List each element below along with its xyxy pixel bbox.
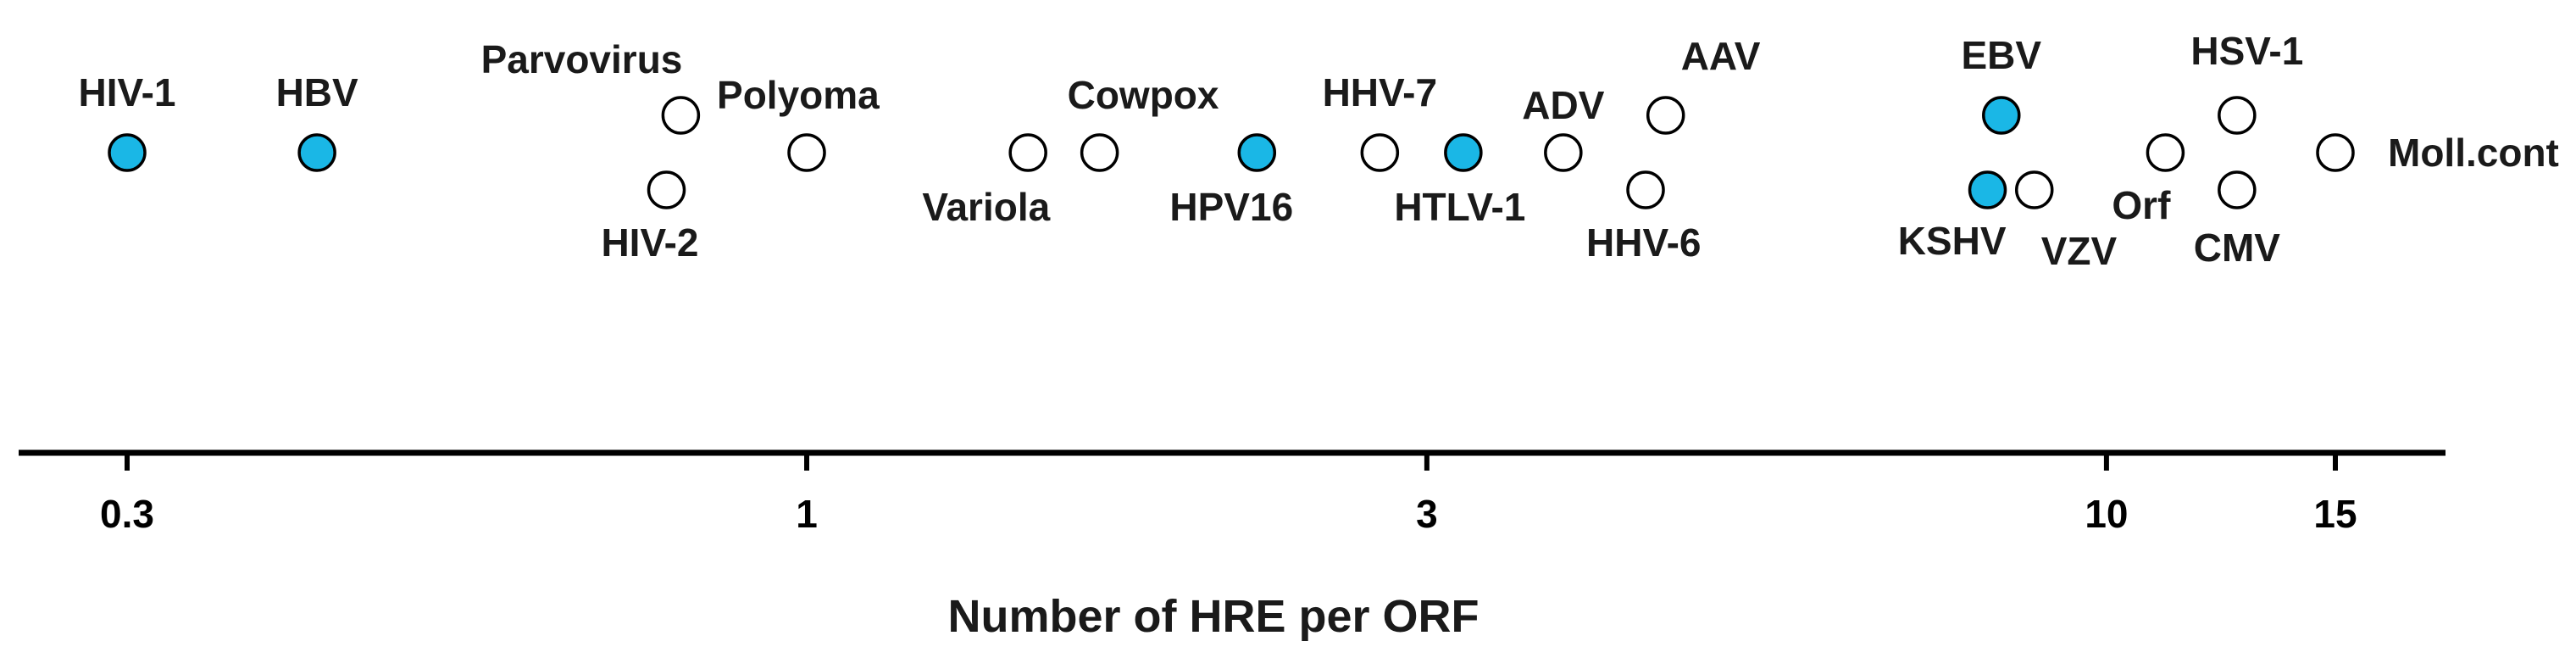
point-hsv-1 bbox=[2218, 96, 2257, 135]
point-vzv bbox=[2014, 170, 2054, 209]
point-label-polyoma: Polyoma bbox=[717, 73, 880, 117]
x-tick-label-10: 10 bbox=[2085, 492, 2128, 536]
point-label-ebv: EBV bbox=[1961, 33, 2041, 77]
point-parvovirus bbox=[661, 96, 701, 135]
point-label-hhv-6: HHV-6 bbox=[1586, 220, 1701, 265]
point-label-parvovirus: Parvovirus bbox=[481, 37, 683, 81]
point-htlv-1 bbox=[1444, 133, 1483, 172]
point-label-kshv: KSHV bbox=[1898, 219, 2007, 263]
point-orf bbox=[2146, 133, 2185, 172]
point-cmv bbox=[2218, 170, 2257, 209]
point-label-hiv-1: HIV-1 bbox=[78, 70, 175, 114]
point-label-hpv16: HPV16 bbox=[1169, 185, 1293, 229]
point-hhv-7 bbox=[1360, 133, 1400, 172]
point-label-variola: Variola bbox=[922, 185, 1050, 229]
x-tick-label-0-3: 0.3 bbox=[100, 492, 154, 536]
point-label-adv: ADV bbox=[1522, 83, 1604, 127]
point-aav bbox=[1646, 96, 1685, 135]
point-moll-cont bbox=[2316, 133, 2355, 172]
x-tick-label-1: 1 bbox=[796, 492, 818, 536]
point-label-moll-cont: Moll.cont bbox=[2388, 131, 2559, 175]
point-hiv-2 bbox=[647, 170, 686, 209]
point-polyoma bbox=[787, 133, 826, 172]
point-kshv bbox=[1968, 170, 2007, 209]
x-tick-label-3: 3 bbox=[1416, 492, 1438, 536]
point-label-hsv-1: HSV-1 bbox=[2190, 29, 2303, 73]
x-axis-title: Number of HRE per ORF bbox=[947, 591, 1479, 642]
point-label-orf: Orf bbox=[2112, 183, 2171, 227]
point-label-htlv-1: HTLV-1 bbox=[1394, 185, 1525, 229]
point-label-cowpox: Cowpox bbox=[1068, 73, 1219, 117]
point-hbv bbox=[297, 133, 336, 172]
point-label-vzv: VZV bbox=[2041, 229, 2118, 273]
x-axis-ticks: 0.3 1 3 10 15 bbox=[100, 453, 2357, 536]
data-points: HIV-1 HBV HIV-2 Parvovirus Polyoma Variola Cow… bbox=[78, 29, 2558, 273]
point-label-hhv-7: HHV-7 bbox=[1323, 70, 1437, 114]
point-label-hbv: HBV bbox=[276, 70, 358, 114]
point-label-cmv: CMV bbox=[2194, 226, 2281, 270]
point-ebv bbox=[1982, 96, 2021, 135]
point-label-aav: AAV bbox=[1681, 34, 1761, 78]
point-hhv-6 bbox=[1626, 170, 1665, 209]
point-variola bbox=[1008, 133, 1047, 172]
point-adv bbox=[1544, 133, 1583, 172]
x-tick-label-15: 15 bbox=[2313, 492, 2357, 536]
point-cowpox bbox=[1080, 133, 1119, 172]
point-hiv-1 bbox=[108, 133, 147, 172]
point-label-hiv-2: HIV-2 bbox=[601, 220, 698, 265]
point-hpv16 bbox=[1237, 133, 1277, 172]
